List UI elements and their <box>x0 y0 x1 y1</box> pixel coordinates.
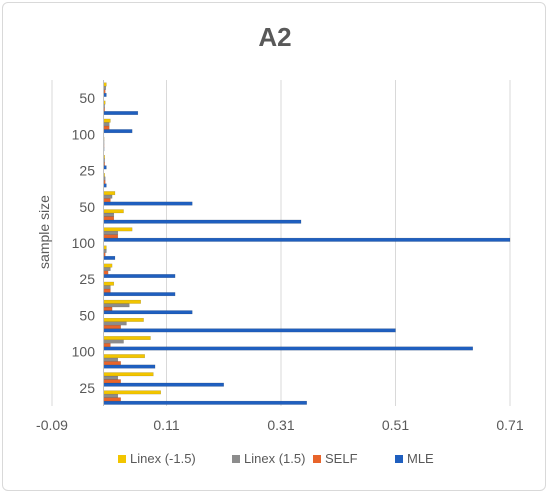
bar-self <box>103 288 111 293</box>
y-tick-label: 25 <box>79 163 95 179</box>
bar-self <box>103 270 109 275</box>
x-tick-label: 0.31 <box>267 417 294 433</box>
bar-linex-1-5 <box>103 212 115 217</box>
bar-self <box>103 343 111 347</box>
bar-linex-1-5 <box>103 372 154 377</box>
bar-linex-1-5 <box>103 285 111 290</box>
y-tick-label: 100 <box>72 126 96 142</box>
bar-mle <box>103 129 133 134</box>
bar-self <box>103 361 121 366</box>
legend-swatch <box>232 455 240 463</box>
bar-mle <box>103 310 193 315</box>
bar-mle <box>103 364 156 369</box>
bar-self <box>103 125 110 130</box>
legend-swatch <box>118 455 126 463</box>
legend-label: MLE <box>407 451 434 466</box>
legend-swatch <box>313 455 321 463</box>
bar-linex-1-5 <box>103 321 127 326</box>
bar-linex-1-5 <box>103 118 111 123</box>
bar-self <box>103 324 121 329</box>
legend: Linex (-1.5) Linex (1.5) SELF MLE <box>118 451 434 466</box>
bar-linex-1-5 <box>103 230 119 235</box>
legend-item: Linex (1.5) <box>232 451 305 466</box>
bar-self <box>103 379 121 384</box>
y-tick-label: 25 <box>79 380 95 396</box>
bars <box>103 80 511 406</box>
bar-linex-1-5 <box>103 317 144 322</box>
x-axis-tick-labels: -0.09 0.11 0.31 0.51 0.71 <box>36 417 524 433</box>
x-tick-label: 0.51 <box>382 417 409 433</box>
y-tick-label: 50 <box>79 199 95 215</box>
legend-item: SELF <box>313 451 358 466</box>
bar-linex-1-5 <box>103 393 119 398</box>
bar-linex-1-5 <box>103 281 115 286</box>
bar-linex-1-5 <box>103 339 124 344</box>
bar-linex-1-5 <box>103 194 113 199</box>
y-tick-label: 100 <box>72 235 96 251</box>
bar-linex-1-5 <box>103 122 110 127</box>
bar-linex-1-5 <box>103 227 133 232</box>
x-tick-label: 0.71 <box>496 417 523 433</box>
bar-self <box>103 234 119 239</box>
bar-self <box>103 306 113 311</box>
y-tick-label: 100 <box>72 344 96 360</box>
bar-linex-1-5 <box>103 263 113 268</box>
legend-label: Linex (-1.5) <box>130 451 196 466</box>
y-tick-label: 50 <box>79 90 95 106</box>
bar-linex-1-5 <box>103 357 119 362</box>
y-tick-label: 25 <box>79 271 95 287</box>
gridlines <box>51 80 511 406</box>
bar-mle <box>103 328 396 333</box>
bar-mle <box>103 201 193 206</box>
bar-linex-1-5 <box>103 375 119 380</box>
y-tick-label: 50 <box>79 307 95 323</box>
x-tick-label: -0.09 <box>36 417 68 433</box>
chart-title: A2 <box>258 22 291 52</box>
bar-self <box>103 397 121 402</box>
bar-self <box>103 198 111 203</box>
x-tick-label: 0.11 <box>153 417 179 433</box>
legend-item: Linex (-1.5) <box>118 451 196 466</box>
bar-mle <box>103 111 139 115</box>
bar-mle <box>103 382 224 387</box>
bar-linex-1-5 <box>103 354 145 359</box>
bar-mle <box>103 219 302 224</box>
legend-label: SELF <box>325 451 358 466</box>
y-axis-label: sample size <box>36 195 52 269</box>
legend-label: Linex (1.5) <box>244 451 305 466</box>
bar-linex-1-5 <box>103 191 116 196</box>
bar-mle <box>103 274 176 278</box>
legend-item: MLE <box>395 451 434 466</box>
bar-linex-1-5 <box>103 299 141 304</box>
bar-linex-1-5 <box>103 336 151 340</box>
y-axis-tick-labels: 25 100 50 25 100 50 25 100 50 <box>72 90 96 396</box>
bar-linex-1-5 <box>103 209 124 214</box>
legend-swatch <box>395 455 403 463</box>
bar-mle <box>103 237 511 242</box>
bar-mle <box>103 346 473 351</box>
bar-linex-1-5 <box>103 267 111 272</box>
bar-mle <box>103 255 116 260</box>
bar-self <box>103 216 115 221</box>
bar-mle <box>103 292 176 297</box>
bar-linex-1-5 <box>103 303 130 308</box>
bar-linex-1-5 <box>103 390 161 395</box>
bar-mle <box>103 400 307 405</box>
chart-frame <box>2 2 546 491</box>
